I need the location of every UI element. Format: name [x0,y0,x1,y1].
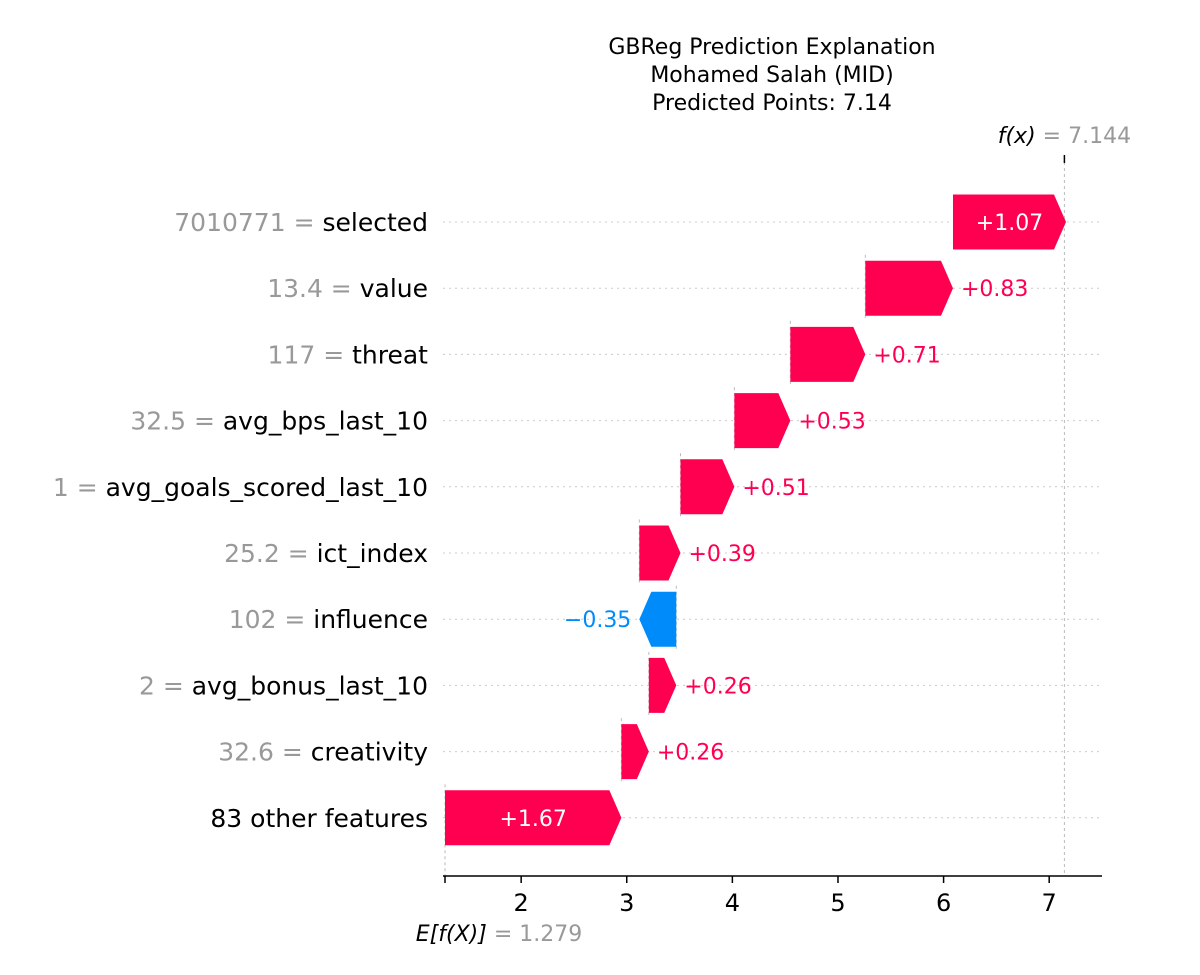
fx-label: f(x) = 7.144 [998,124,1131,149]
feature-value: 2 = [139,671,192,700]
contribution-label: +0.83 [961,277,1028,302]
positive-contribution-bar [648,657,677,713]
feature-name: avg_goals_scored_last_10 [106,473,428,502]
positive-contribution-bar [952,194,1066,250]
base-value: = 1.279 [494,922,582,947]
title-line-3: Predicted Points: 7.14 [652,91,892,116]
feature-name: influence [313,605,428,634]
feature-name: selected [322,208,428,237]
chart-title: GBReg Prediction Explanation Mohamed Sal… [608,35,935,116]
positive-contribution-bar [639,525,681,581]
feature-label: 117 = threat [268,340,429,369]
contribution-label: +0.53 [798,410,865,435]
feature-name: ict_index [317,539,428,568]
feature-value: 102 = [229,605,314,634]
fx-value: = 7.144 [1043,124,1131,149]
feature-label: 1 = avg_goals_scored_last_10 [53,473,428,502]
positive-contribution-bar [734,393,791,449]
feature-label: 32.6 = creativity [218,738,428,767]
base-symbol: E[f(X)] [416,922,494,947]
positive-contribution-bar [680,459,735,515]
feature-name: avg_bonus_last_10 [192,671,428,700]
feature-value: 117 = [268,340,353,369]
feature-label: 7010771 = selected [174,208,428,237]
feature-value: 7010771 = [174,208,322,237]
feature-name: threat [352,340,428,369]
feature-label: 32.5 = avg_bps_last_10 [130,407,428,436]
contribution-label: +1.67 [499,807,566,832]
contribution-label: +0.39 [689,542,756,567]
negative-contribution-bar [639,591,677,647]
feature-value: 32.6 = [218,738,311,767]
contribution-label: −0.35 [564,608,631,633]
positive-contribution-bar [445,790,622,846]
contribution-label: +1.07 [976,211,1043,236]
positive-contribution-bar [865,260,953,316]
x-tick-label: 5 [830,889,845,917]
x-tick-label: 4 [725,889,740,917]
title-line-1: GBReg Prediction Explanation [608,35,935,60]
feature-label: 2 = avg_bonus_last_10 [139,671,428,700]
feature-name: value [360,274,428,303]
feature-name: avg_bps_last_10 [223,407,428,436]
feature-value: 1 = [53,473,106,502]
positive-contribution-bar [621,724,649,780]
positive-contribution-bar [790,326,866,382]
feature-name: creativity [311,738,428,767]
x-tick-label: 7 [1042,889,1057,917]
feature-label: 83 other features [210,804,428,833]
fx-symbol: f(x) [998,124,1043,149]
contribution-label: +0.71 [873,343,940,368]
title-line-2: Mohamed Salah (MID) [650,63,893,88]
x-tick-label: 3 [619,889,634,917]
feature-label: 25.2 = ict_index [224,539,428,568]
x-tick-label: 6 [936,889,951,917]
contribution-label: +0.51 [742,476,809,501]
feature-label: 13.4 = value [267,274,428,303]
feature-name: 83 other features [210,804,428,833]
contribution-label: +0.26 [684,674,751,699]
base-value-label: E[f(X)] = 1.279 [416,922,582,947]
contribution-label: +0.26 [657,741,724,766]
x-tick-label: 2 [514,889,529,917]
feature-value: 25.2 = [224,539,317,568]
feature-value: 32.5 = [130,407,223,436]
feature-label: 102 = influence [229,605,428,634]
feature-value: 13.4 = [267,274,360,303]
